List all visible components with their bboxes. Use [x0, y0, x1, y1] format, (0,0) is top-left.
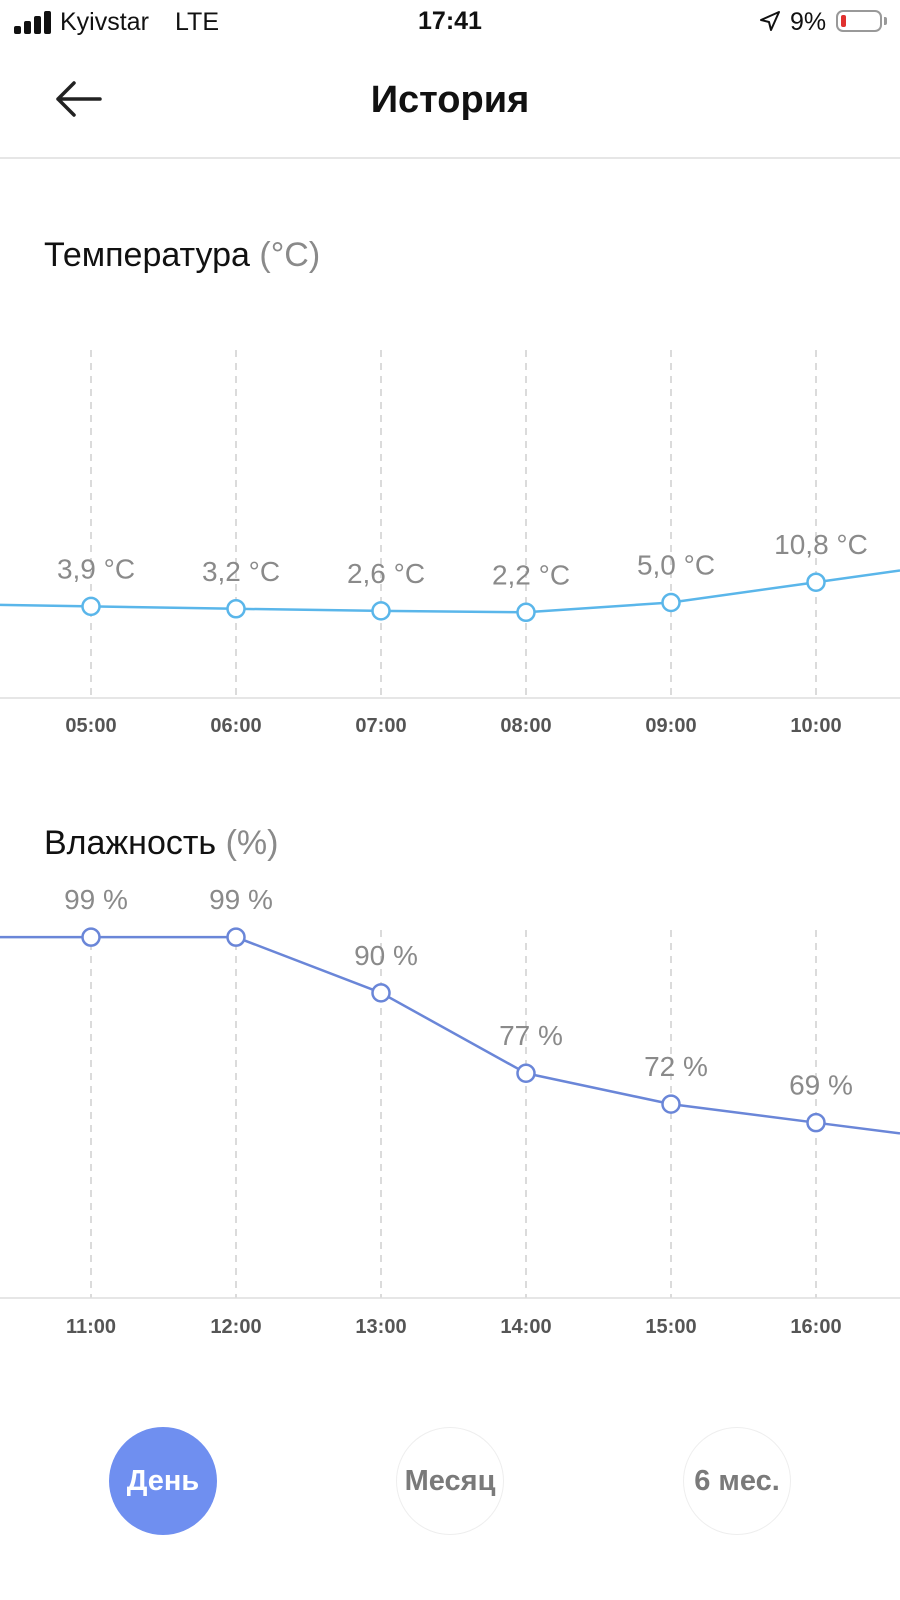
series-line	[0, 935, 900, 1135]
x-tick-label: 16:00	[790, 1316, 841, 1338]
data-point	[806, 1112, 826, 1133]
data-point	[81, 927, 101, 947]
humidity-title-text: Влажность	[44, 824, 217, 862]
battery-icon	[836, 10, 882, 32]
carrier-name: Kyivstar	[60, 8, 149, 36]
point-label: 99 %	[209, 884, 273, 915]
data-point	[516, 602, 536, 623]
point-label: 10,8 °C	[774, 529, 868, 560]
period-month-button[interactable]: Месяц	[396, 1427, 504, 1535]
arrow-left-icon	[56, 81, 102, 117]
x-tick-label: 06:00	[210, 715, 261, 737]
data-point	[806, 572, 826, 592]
x-tick-label: 13:00	[355, 1316, 406, 1338]
data-point	[81, 596, 101, 617]
back-button[interactable]	[48, 76, 108, 122]
point-label: 90 %	[354, 940, 418, 971]
x-tick-label: 08:00	[500, 715, 551, 737]
battery-cap	[884, 17, 887, 25]
humidity-unit: (%)	[225, 824, 279, 862]
data-point	[661, 592, 681, 613]
point-label: 72 %	[644, 1051, 708, 1082]
data-point	[371, 983, 391, 1003]
temperature-title-text: Температура	[44, 236, 250, 274]
point-label: 69 %	[789, 1070, 853, 1101]
humidity-chart: 99 % 11:00 99 % 12:00 90 % 13:00 77 % 14:00 72 %…	[0, 884, 900, 1338]
status-bar: Kyivstar LTE 17:41 9%	[0, 0, 900, 46]
data-point	[516, 1063, 536, 1083]
app-header: История	[0, 46, 900, 159]
x-tick-label: 07:00	[355, 715, 406, 737]
humidity-title: Влажность (%)	[44, 824, 279, 863]
x-tick-label: 11:00	[66, 1316, 116, 1338]
data-point	[226, 599, 246, 619]
temperature-unit: (°C)	[259, 236, 321, 274]
data-point	[226, 927, 246, 947]
data-point	[371, 601, 391, 621]
battery-percent: 9%	[790, 8, 827, 36]
point-label: 3,9 °C	[57, 553, 135, 584]
point-label: 99 %	[64, 884, 128, 915]
point-label: 5,0 °C	[637, 550, 715, 581]
temperature-chart: 3,9 °C 05:00 3,2 °C 06:00 2,6 °C 07:00 2,2 °C 0…	[0, 350, 900, 737]
page-title: История	[370, 79, 530, 121]
temperature-title: Температура (°C)	[44, 236, 320, 275]
period-day-button[interactable]: День	[109, 1427, 217, 1535]
x-tick-label: 05:00	[65, 715, 116, 737]
point-label: 2,6 °C	[347, 558, 425, 589]
point-label: 77 %	[499, 1020, 563, 1051]
x-tick-label: 09:00	[645, 715, 696, 737]
point-label: 2,2 °C	[492, 559, 570, 590]
period-six-months-button[interactable]: 6 мес.	[683, 1427, 791, 1535]
x-tick-label: 12:00	[210, 1316, 261, 1338]
x-tick-label: 15:00	[645, 1316, 696, 1338]
network-type: LTE	[175, 8, 219, 36]
location-arrow-icon	[760, 11, 780, 31]
x-tick-label: 10:00	[790, 715, 841, 737]
x-tick-label: 14:00	[500, 1316, 551, 1338]
point-label: 3,2 °C	[202, 556, 280, 587]
status-time: 17:41	[418, 7, 482, 35]
data-point	[661, 1094, 681, 1114]
series-line	[0, 569, 900, 614]
signal-strength-icon	[14, 10, 52, 34]
